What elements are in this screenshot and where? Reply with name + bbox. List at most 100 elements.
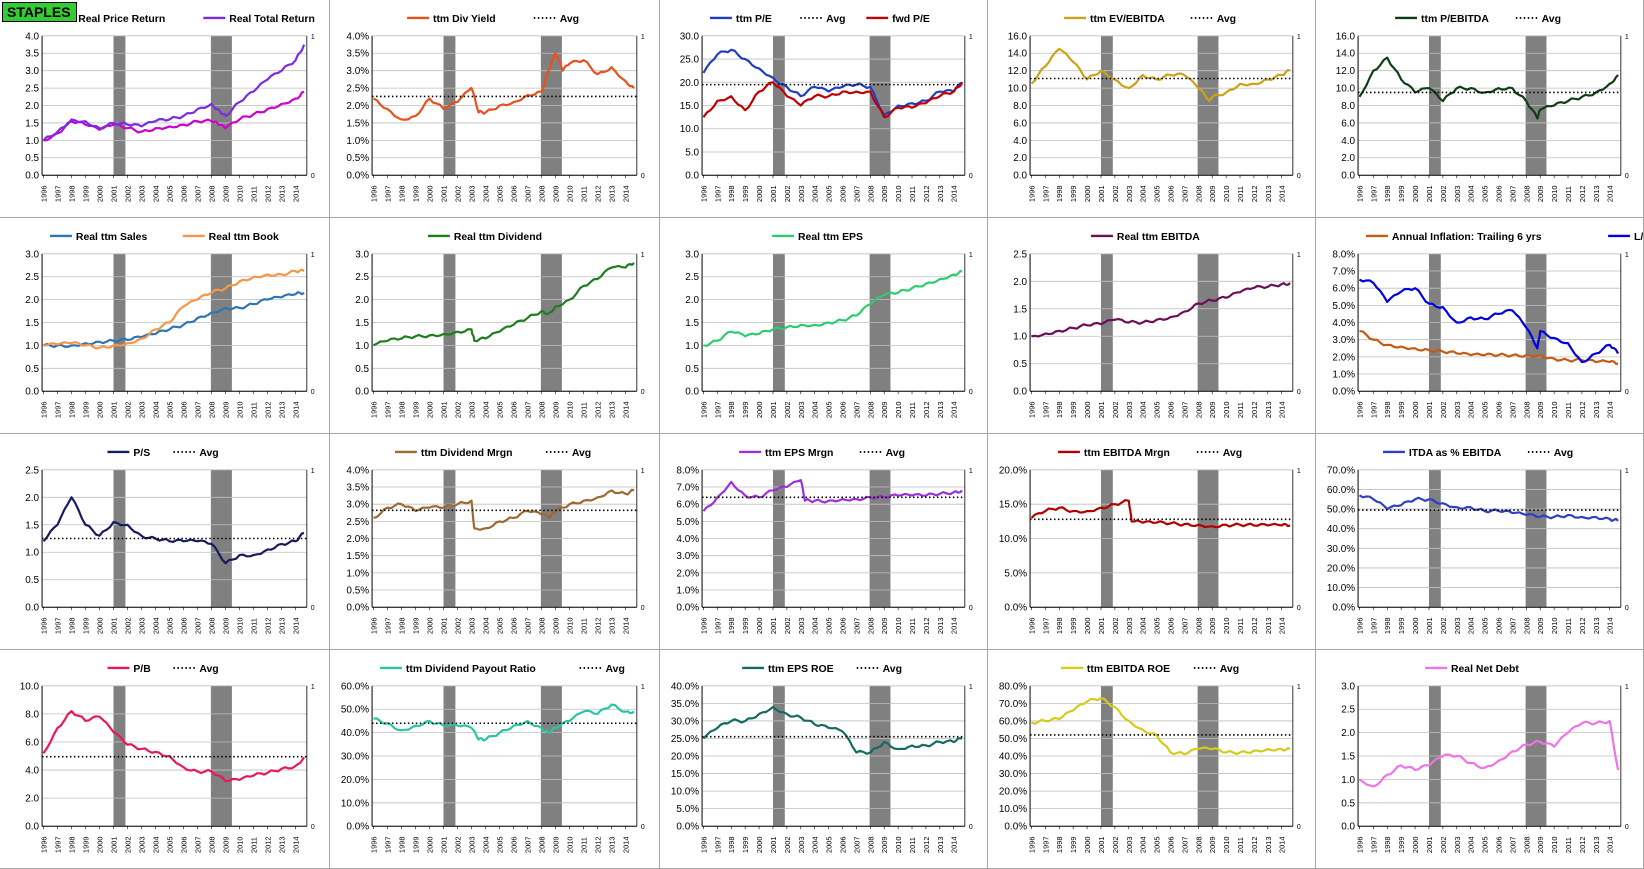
series-line	[42, 710, 305, 783]
chart-panel-8: 0.0 0.5 1.0 1.5 2.0 2.5 3.0 1 0 1996 1997 1998 1999 2…	[660, 218, 988, 434]
x-tick-label: 2006	[1494, 836, 1503, 853]
x-tick-label: 2000	[1411, 836, 1420, 853]
y-tick-label: 40.0%	[999, 751, 1027, 762]
legend-label: ttm EV/EBITDA	[1090, 14, 1165, 25]
y-tick-label: 5.0%	[1004, 568, 1027, 579]
y-tick-label: 0.0	[1013, 387, 1027, 398]
x-tick-label: 2014	[1606, 617, 1615, 634]
x-tick-label: 2006	[510, 617, 519, 634]
series-line	[1358, 56, 1619, 120]
x-tick-label: 1999	[81, 617, 90, 634]
x-tick-label: 1997	[1369, 617, 1378, 634]
x-tick-label: 2002	[1111, 836, 1120, 853]
y-tick-label: 2.0	[685, 295, 699, 306]
x-tick-label: 2000	[425, 401, 434, 418]
x-tick-label: 2004	[811, 401, 820, 418]
x-tick-label: 2009	[552, 617, 561, 634]
y-tick-label: 20.0%	[1327, 563, 1355, 574]
y-tick-label: 4.0%	[1332, 318, 1355, 329]
x-tick-label: 2008	[208, 836, 217, 853]
x-tick-label: 2007	[1508, 836, 1517, 853]
x-tick-label: 2006	[1494, 617, 1503, 634]
series-line	[1030, 498, 1291, 529]
x-tick-label: 2011	[1564, 402, 1573, 418]
recession-band	[113, 469, 126, 608]
x-tick-label: 2003	[138, 401, 147, 418]
x-tick-label: 1996	[1355, 836, 1364, 853]
y-tick-label: 60.0%	[1327, 485, 1355, 496]
y-tick-label: 1.0%	[346, 568, 369, 579]
x-tick-label: 2003	[1125, 185, 1134, 202]
secondary-tick-label: 0	[1297, 173, 1301, 180]
y-tick-label: 25.0%	[671, 734, 699, 745]
x-tick-label: 2002	[124, 617, 133, 634]
y-tick-label: 20.0%	[999, 465, 1027, 476]
legend: Real ttm Sales Real ttm Book	[50, 232, 279, 243]
x-tick-label: 2012	[922, 401, 931, 418]
y-tick-label: 1.0	[1341, 775, 1355, 786]
x-tick-label: 1999	[1397, 401, 1406, 418]
y-tick-label: 0.0	[685, 171, 699, 182]
x-tick-label: 1999	[1069, 185, 1078, 202]
legend-label: P/S	[133, 448, 150, 459]
series-line	[1358, 278, 1620, 364]
x-tick-label: 2011	[250, 402, 259, 418]
secondary-tick-label: 0	[969, 824, 973, 831]
y-tick-label: 0.5	[355, 364, 369, 375]
secondary-tick-label: 1	[1625, 252, 1629, 259]
x-tick-label: 2010	[236, 617, 245, 634]
y-tick-label: 3.5	[25, 49, 39, 60]
y-tick-label: 20.0%	[999, 787, 1027, 798]
legend: Real ttm EBITDA	[1091, 232, 1200, 243]
y-tick-label: 2.5	[25, 84, 39, 95]
x-tick-label: 2009	[880, 617, 889, 634]
x-tick-label: 2008	[866, 185, 875, 202]
y-tick-label: 0.0	[1341, 822, 1355, 833]
x-tick-label: 1996	[1027, 617, 1036, 634]
x-tick-label: 2010	[1550, 836, 1559, 853]
y-tick-label: 6.0	[1341, 118, 1355, 129]
legend: Real ttm EPS	[772, 232, 863, 243]
x-tick-label: 2010	[1550, 401, 1559, 418]
y-tick-label: 2.5	[25, 272, 39, 283]
x-tick-label: 1997	[713, 836, 722, 853]
x-tick-label: 2005	[496, 185, 505, 202]
chart-panel-18: 0.0% 5.0% 10.0% 15.0% 20.0% 25.0% 30.0% 35.0% 40…	[660, 650, 988, 869]
y-tick-label: 4.0	[1341, 136, 1355, 147]
x-tick-label: 2008	[538, 836, 547, 853]
x-tick-label: 1999	[411, 401, 420, 418]
chart-panel-1: 0.0 0.5 1.0 1.5 2.0 2.5 3.0 3.5 4.0 1 0 1996 1997 199…	[0, 0, 330, 218]
x-tick-label: 1998	[1055, 617, 1064, 634]
chart-panel-12: 0.0% 0.5% 1.0% 1.5% 2.0% 2.5% 3.0% 3.5% 4.0% 1 0 19…	[330, 434, 660, 650]
y-tick-label: 10.0	[20, 681, 40, 692]
x-tick-label: 2002	[124, 836, 133, 853]
x-tick-label: 2013	[1592, 401, 1601, 418]
x-tick-label: 2004	[1139, 185, 1148, 202]
x-tick-label: 2001	[440, 617, 449, 634]
y-tick-label: 2.0	[1013, 153, 1027, 164]
x-tick-label: 1996	[699, 836, 708, 853]
y-tick-label: 16.0	[1336, 31, 1356, 42]
y-tick-label: 25.0	[680, 55, 700, 66]
x-tick-label: 1998	[1055, 836, 1064, 853]
x-tick-label: 2014	[1606, 401, 1615, 418]
x-tick-label: 2007	[194, 836, 203, 853]
x-tick-label: 1998	[727, 836, 736, 853]
x-tick-label: 2010	[894, 617, 903, 634]
x-tick-label: 1999	[81, 401, 90, 418]
x-tick-label: 2011	[1236, 618, 1245, 634]
x-tick-label: 2007	[524, 185, 533, 202]
y-tick-label: 6.0	[1013, 118, 1027, 129]
legend-label: Real Total Return	[229, 14, 315, 25]
y-tick-label: 2.0	[1013, 277, 1027, 288]
legend: Real Price Return Real Total Return	[52, 14, 315, 25]
y-tick-label: 7.0%	[676, 482, 699, 493]
x-tick-label: 2000	[755, 617, 764, 634]
y-tick-label: 30.0	[680, 31, 700, 42]
y-tick-label: 4.0%	[346, 465, 369, 476]
legend-label: ttm EPS ROE	[768, 664, 834, 675]
chart-svg: 0.0% 5.0% 10.0% 15.0% 20.0% 1 0 1996 1997 1998 199…	[999, 448, 1301, 634]
x-tick-label: 2004	[1139, 836, 1148, 853]
y-tick-label: 35.0%	[671, 699, 699, 710]
y-tick-label: 2.0%	[1332, 352, 1355, 363]
